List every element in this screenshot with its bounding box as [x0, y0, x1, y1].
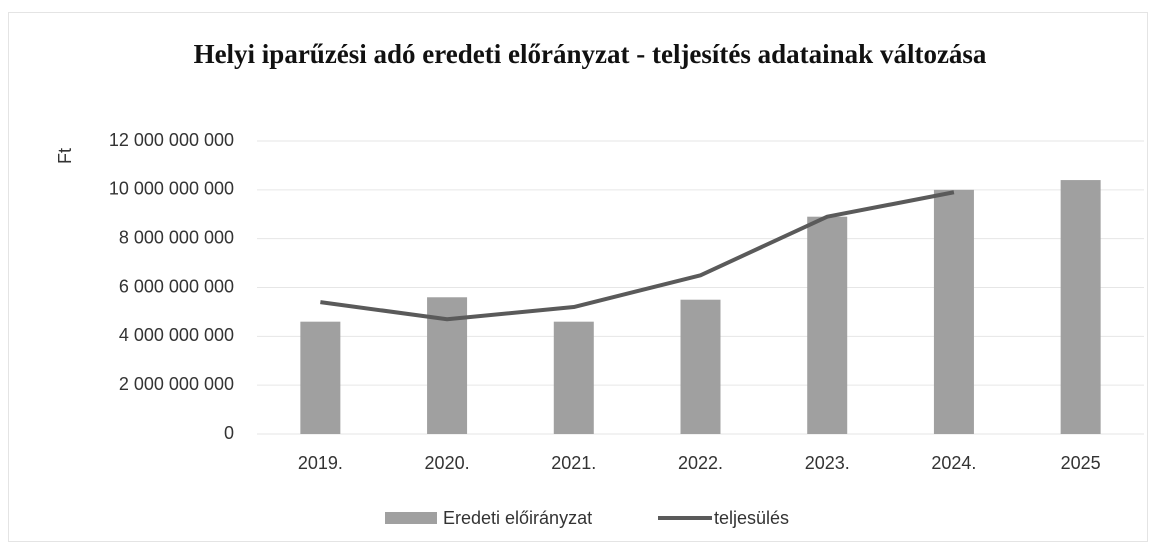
x-tick-label: 2023. — [805, 453, 850, 473]
x-tick-label: 2025 — [1061, 453, 1101, 473]
y-tick-label: 8 000 000 000 — [119, 227, 234, 247]
bar — [553, 321, 594, 434]
y-tick-label: 4 000 000 000 — [119, 325, 234, 345]
legend-label: Eredeti előirányzat — [443, 508, 592, 528]
legend-swatch — [385, 512, 437, 524]
y-tick-label: 0 — [224, 423, 234, 443]
x-tick-label: 2019. — [298, 453, 343, 473]
bar — [807, 216, 848, 434]
y-tick-label: 12 000 000 000 — [109, 130, 234, 150]
y-axis-label: Ft — [55, 148, 75, 164]
y-tick-label: 10 000 000 000 — [109, 179, 234, 199]
chart-title: Helyi iparűzési adó eredeti előrányzat -… — [193, 39, 987, 69]
bar — [933, 189, 974, 434]
bar — [1060, 180, 1101, 434]
bar — [300, 321, 341, 434]
x-tick-label: 2021. — [551, 453, 596, 473]
x-tick-label: 2024. — [931, 453, 976, 473]
y-tick-label: 6 000 000 000 — [119, 276, 234, 296]
y-tick-label: 2 000 000 000 — [119, 374, 234, 394]
line — [320, 190, 955, 322]
legend-label: teljesülés — [714, 508, 789, 528]
bar — [680, 299, 721, 434]
chart-frame — [8, 12, 1148, 542]
x-tick-label: 2020. — [425, 453, 470, 473]
x-tick-label: 2022. — [678, 453, 723, 473]
